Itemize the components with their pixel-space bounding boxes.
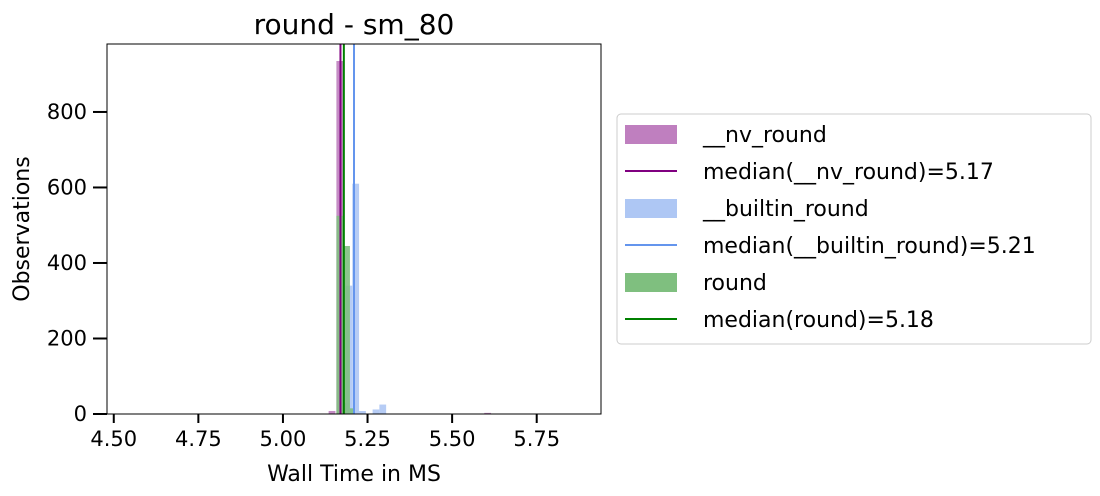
hist-bar-1-3 <box>372 409 380 414</box>
x-tick-label-3: 5.25 <box>344 427 391 451</box>
y-tick-label-4: 800 <box>47 100 87 124</box>
legend-label-5: median(round)=5.18 <box>703 308 934 333</box>
hist-bar-1-1 <box>352 183 360 414</box>
x-tick-label-0: 4.50 <box>90 427 137 451</box>
median-lines-layer <box>339 44 355 414</box>
hist-bar-2-2 <box>349 408 354 414</box>
x-tick-label-4: 5.50 <box>429 427 476 451</box>
plot-frame <box>106 43 602 415</box>
legend-box <box>616 113 1092 345</box>
x-axis-label: Wall Time in MS <box>267 462 441 487</box>
legend-label-3: median(__builtin_round)=5.21 <box>703 234 1036 259</box>
y-axis-ticks: 0 200 400 600 800 <box>47 100 107 426</box>
legend-swatch-0 <box>625 125 677 144</box>
hist-bar-0-3 <box>484 412 492 414</box>
bars-layer <box>328 60 492 414</box>
legend-label-0: __nv_round <box>702 123 827 148</box>
x-axis-ticks: 4.50 4.75 5.00 5.25 5.50 5.75 <box>90 414 560 451</box>
legend-swatch-2 <box>625 199 677 218</box>
hist-bar-1-4 <box>379 404 387 414</box>
hist-bar-1-2 <box>359 410 366 414</box>
legend-items: __nv_round median(__nv_round)=5.17 __built… <box>625 123 1036 333</box>
y-tick-label-0: 0 <box>74 402 87 426</box>
x-tick-label-2: 5.00 <box>260 427 307 451</box>
x-tick-label-1: 4.75 <box>175 427 222 451</box>
legend-label-1: median(__nv_round)=5.17 <box>703 160 994 185</box>
legend: __nv_round median(__nv_round)=5.17 __built… <box>616 113 1092 345</box>
y-tick-label-2: 400 <box>47 251 87 275</box>
legend-swatch-4 <box>625 273 677 292</box>
hist-bar-0-0 <box>328 410 336 414</box>
chart-title: round - sm_80 <box>254 8 455 41</box>
y-axis-label: Observations <box>10 156 35 301</box>
legend-label-4: round <box>703 271 767 296</box>
y-tick-label-3: 600 <box>47 175 87 199</box>
y-tick-label-1: 200 <box>47 326 87 350</box>
hist-bar-2-1 <box>343 245 350 414</box>
x-tick-label-5: 5.75 <box>513 427 560 451</box>
legend-label-2: __builtin_round <box>702 197 869 222</box>
